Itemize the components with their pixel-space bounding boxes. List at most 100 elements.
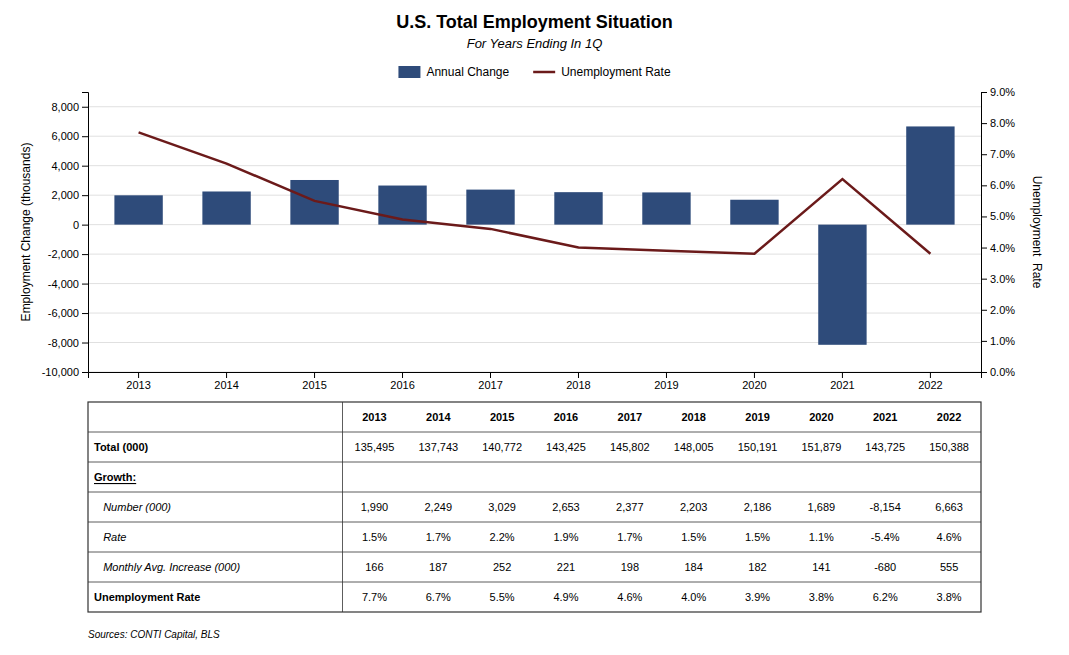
y-tick: 8,000 bbox=[51, 101, 88, 113]
tick-mark bbox=[578, 372, 579, 378]
table-col-line bbox=[342, 402, 343, 612]
bar bbox=[818, 225, 866, 345]
tick-label: 0.0% bbox=[990, 366, 1015, 378]
table-cell: 1.7% bbox=[617, 531, 642, 543]
y2-tick: 4.0% bbox=[981, 242, 1015, 254]
table-cell: 2,203 bbox=[680, 501, 708, 513]
legend-swatch bbox=[533, 71, 555, 74]
tick-label: -2,000 bbox=[48, 248, 79, 260]
tick-mark bbox=[82, 254, 88, 255]
table-cell: 140,772 bbox=[482, 441, 522, 453]
tick-label: 2020 bbox=[742, 379, 766, 391]
tick-mark bbox=[981, 154, 987, 155]
table-row-label: Monthly Avg. Increase (000) bbox=[94, 561, 240, 573]
table-cell: 2015 bbox=[490, 411, 514, 423]
table-row-label: Total (000) bbox=[94, 441, 149, 453]
tick-label: 6.0% bbox=[990, 179, 1015, 191]
table-cell: 1.7% bbox=[426, 531, 451, 543]
table-cell: 151,879 bbox=[801, 441, 841, 453]
tick-label: 2015 bbox=[302, 379, 326, 391]
tick-label: 7.0% bbox=[990, 148, 1015, 160]
y-tick: 6,000 bbox=[51, 130, 88, 142]
y-tick: 2,000 bbox=[51, 189, 88, 201]
table-cell: 4.6% bbox=[937, 531, 962, 543]
tick-mark bbox=[842, 372, 843, 378]
x-tick: 2020 bbox=[742, 372, 766, 391]
tick-mark bbox=[82, 372, 88, 373]
y-axis-title: Employment Change (thousands) bbox=[19, 143, 33, 322]
table-cell: 2019 bbox=[745, 411, 769, 423]
y-tick: -10,000 bbox=[42, 366, 88, 378]
table-cell: 198 bbox=[621, 561, 639, 573]
tick-label: 0 bbox=[73, 219, 79, 231]
tick-label: 2022 bbox=[918, 379, 942, 391]
axis-line bbox=[982, 93, 988, 373]
tick-label: 2013 bbox=[126, 379, 150, 391]
tick-mark bbox=[490, 372, 491, 378]
tick-label: 2.0% bbox=[990, 304, 1015, 316]
table-cell: 3,029 bbox=[488, 501, 516, 513]
table-cell: 1.5% bbox=[362, 531, 387, 543]
tick-mark bbox=[981, 92, 987, 93]
y-tick: -4,000 bbox=[48, 278, 88, 290]
x-tick: 2017 bbox=[478, 372, 502, 391]
y2-tick: 3.0% bbox=[981, 273, 1015, 285]
y2-tick: 2.0% bbox=[981, 304, 1015, 316]
tick-label: 2016 bbox=[390, 379, 414, 391]
grid-line bbox=[88, 136, 981, 137]
table-cell: 3.8% bbox=[937, 591, 962, 603]
tick-mark bbox=[82, 136, 88, 137]
table-cell: 4.6% bbox=[617, 591, 642, 603]
tick-mark bbox=[314, 372, 315, 378]
title: U.S. Total Employment Situation bbox=[396, 12, 673, 32]
y2-tick: 8.0% bbox=[981, 117, 1015, 129]
tick-label: -6,000 bbox=[48, 307, 79, 319]
bar bbox=[906, 126, 954, 224]
tick-mark bbox=[82, 195, 88, 196]
table-row-line bbox=[88, 492, 981, 493]
table-cell: 2,377 bbox=[616, 501, 644, 513]
tick-label: 8.0% bbox=[990, 117, 1015, 129]
table-cell: 2013 bbox=[362, 411, 386, 423]
table-cell: 1.9% bbox=[553, 531, 578, 543]
table-cell: 150,191 bbox=[738, 441, 778, 453]
y2-tick: 7.0% bbox=[981, 148, 1015, 160]
tick-label: 8,000 bbox=[51, 101, 79, 113]
table-cell: 150,388 bbox=[929, 441, 969, 453]
legend-item: Unemployment Rate bbox=[533, 65, 671, 79]
table-cell: -680 bbox=[874, 561, 896, 573]
tick-label: 9.0% bbox=[990, 86, 1015, 98]
bar bbox=[554, 192, 602, 224]
y-tick: 0 bbox=[73, 219, 88, 231]
tick-mark bbox=[226, 372, 227, 378]
y2-tick: 9.0% bbox=[981, 86, 1015, 98]
x-tick: 2016 bbox=[390, 372, 414, 391]
y2-tick: 0.0% bbox=[981, 366, 1015, 378]
table-row-line bbox=[88, 552, 981, 553]
table-cell: 2016 bbox=[554, 411, 578, 423]
table-cell: 4.9% bbox=[553, 591, 578, 603]
table-cell: 187 bbox=[429, 561, 447, 573]
y-tick: -6,000 bbox=[48, 307, 88, 319]
table-cell: 252 bbox=[493, 561, 511, 573]
table-cell: 2,249 bbox=[425, 501, 453, 513]
table-cell: 6.7% bbox=[426, 591, 451, 603]
tick-mark bbox=[981, 185, 987, 186]
tick-label: 2017 bbox=[478, 379, 502, 391]
tick-mark bbox=[981, 341, 987, 342]
table-cell: 148,005 bbox=[674, 441, 714, 453]
table-cell: 1,689 bbox=[808, 501, 836, 513]
tick-mark bbox=[82, 166, 88, 167]
table-cell: 1.5% bbox=[681, 531, 706, 543]
source: Sources: CONTI Capital, BLS bbox=[88, 629, 220, 640]
marks bbox=[114, 126, 954, 344]
tick-label: 4.0% bbox=[990, 242, 1015, 254]
x-tick: 2018 bbox=[566, 372, 590, 391]
table: 2013201420152016201720182019202020212022… bbox=[88, 402, 981, 612]
table-cell: 145,802 bbox=[610, 441, 650, 453]
tick-mark bbox=[981, 123, 987, 124]
table-cell: 2.2% bbox=[490, 531, 515, 543]
tick-mark bbox=[82, 107, 88, 108]
y-tick: -2,000 bbox=[48, 248, 88, 260]
legend-label: Unemployment Rate bbox=[561, 65, 671, 79]
